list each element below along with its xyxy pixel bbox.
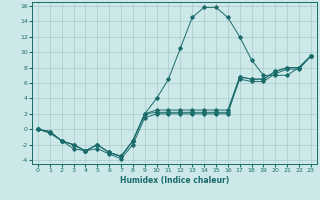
- X-axis label: Humidex (Indice chaleur): Humidex (Indice chaleur): [120, 176, 229, 185]
